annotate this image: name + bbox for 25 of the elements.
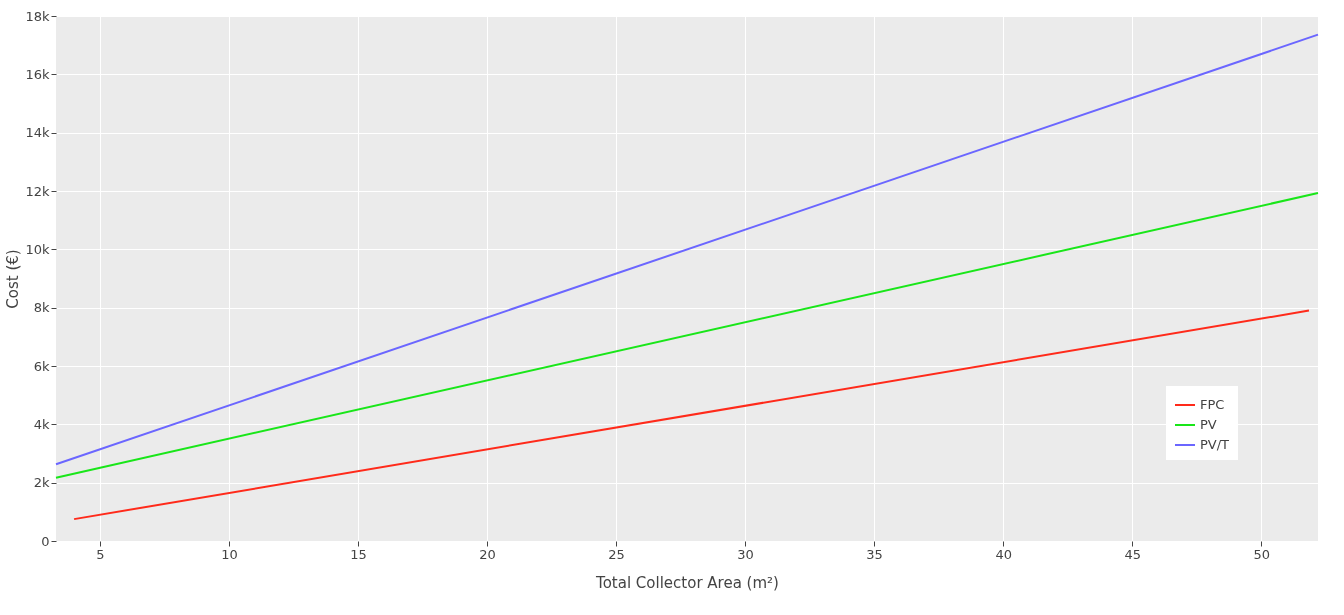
- y-tick-label: 16k: [25, 66, 50, 82]
- x-tick-label: 45: [1124, 546, 1141, 562]
- x-tick-label: 50: [1253, 546, 1270, 562]
- legend-label: PV: [1200, 417, 1217, 432]
- legend-label: PV/T: [1200, 437, 1230, 452]
- x-tick-label: 40: [995, 546, 1012, 562]
- x-tick-label: 35: [866, 546, 883, 562]
- y-tick-label: 2k: [33, 475, 50, 491]
- y-tick-label: 12k: [25, 183, 50, 199]
- x-tick-label: 10: [221, 546, 238, 562]
- y-axis-title: Cost (€): [4, 249, 23, 309]
- y-tick-label: 18k: [25, 8, 50, 24]
- y-tick-label: 8k: [33, 300, 50, 316]
- x-tick-label: 30: [737, 546, 754, 562]
- x-tick-label: 15: [350, 546, 367, 562]
- x-tick-label: 25: [608, 546, 625, 562]
- x-axis-title: Total Collector Area (m²): [595, 573, 779, 592]
- x-tick-label: 5: [96, 546, 105, 562]
- y-tick-label: 0: [41, 533, 50, 549]
- y-tick-label: 4k: [33, 416, 50, 432]
- y-tick-label: 10k: [25, 241, 50, 257]
- legend-label: FPC: [1200, 397, 1225, 412]
- x-tick-label: 20: [479, 546, 496, 562]
- y-tick-label: 6k: [33, 358, 50, 374]
- y-tick-label: 14k: [25, 125, 50, 141]
